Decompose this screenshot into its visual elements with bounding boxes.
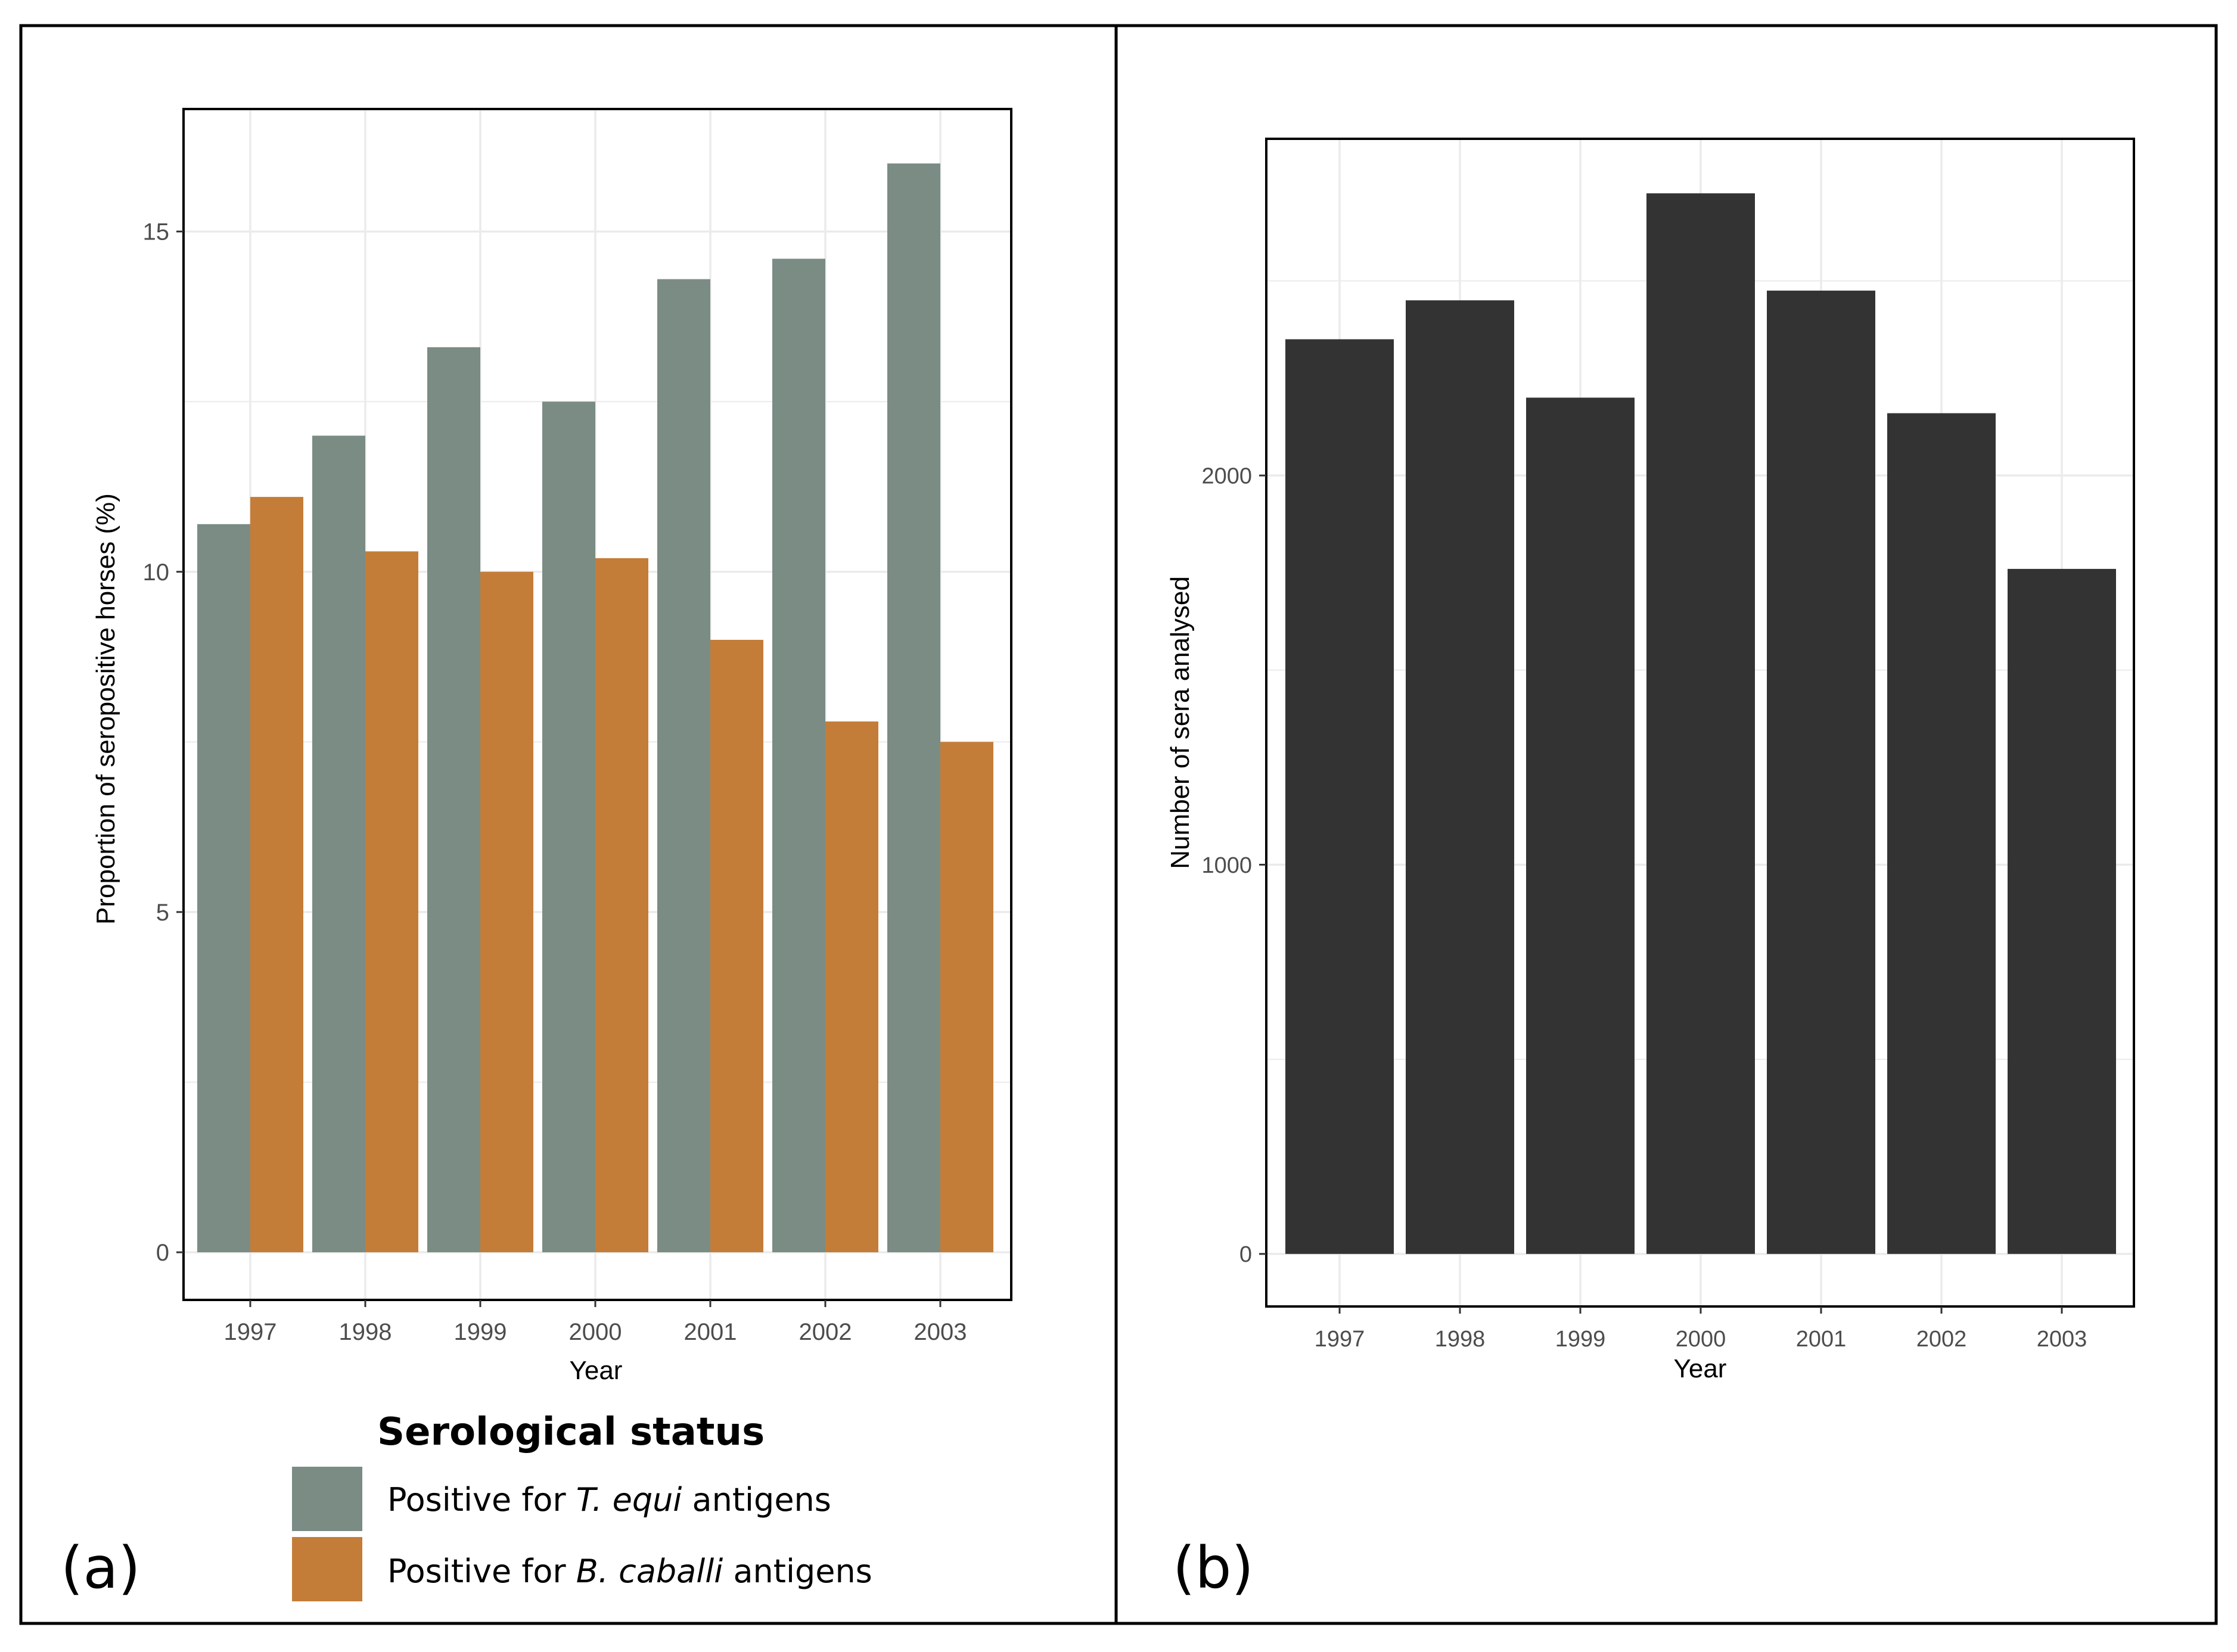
panel-b: 1997 1998 1999 2000 2001 2002 2003 0 1000 2000 Y… xyxy=(1166,138,2135,1601)
panel-b-bar-sera-2000 xyxy=(1646,193,1755,1254)
panel-a-y-tick-label: 10 xyxy=(143,559,170,586)
panel-a-x-tick-label: 2002 xyxy=(799,1319,852,1345)
panel-a-y-axis-title: Proportion of seropositive horses (%) xyxy=(91,493,120,925)
panel-a-y-tick-label: 0 xyxy=(156,1240,169,1266)
panel-a-x-tick-label: 2000 xyxy=(569,1319,622,1345)
panel-b-x-tick-label: 2002 xyxy=(1916,1327,1967,1352)
panel-a-bar-t-equi-1999 xyxy=(427,347,480,1253)
panel-b-y-tick-label: 2000 xyxy=(1201,463,1252,489)
panel-b-bar-sera-2003 xyxy=(2008,568,2116,1254)
legend-title: Serological status xyxy=(377,1410,765,1454)
panel-a-y-tick-label: 15 xyxy=(143,219,170,245)
panel-a-bar-b-caballi-2000 xyxy=(595,558,648,1253)
panel-b-x-tick-labels: 1997 1998 1999 2000 2001 2002 2003 xyxy=(1315,1327,2087,1352)
panel-b-bar-sera-2001 xyxy=(1767,290,1875,1254)
panel-a-ticks xyxy=(176,231,942,1307)
panel-b-bars xyxy=(1285,193,2116,1254)
legend-key-b-caballi xyxy=(292,1537,362,1601)
panel-a-y-tick-labels: 0 5 10 15 xyxy=(143,219,170,1266)
panel-a-bar-t-equi-1998 xyxy=(312,435,365,1253)
panel-b-x-tick-label: 2000 xyxy=(1676,1327,1726,1352)
panel-b-x-tick-label: 2001 xyxy=(1796,1327,1847,1352)
panel-b-x-axis-title: Year xyxy=(1674,1354,1727,1383)
panel-a-x-tick-label: 1998 xyxy=(339,1319,392,1345)
panel-b-ticks xyxy=(1259,474,2063,1314)
panel-a-x-tick-labels: 1997 1998 1999 2000 2001 2002 2003 xyxy=(224,1319,967,1345)
legend-label-t-equi: Positive for T. equi antigens xyxy=(387,1481,831,1519)
panel-a: 1997 1998 1999 2000 2001 2002 2003 0 5 10 15 Year… xyxy=(61,108,1012,1601)
panel-b-x-tick-label: 1997 xyxy=(1315,1327,1365,1352)
panel-b-x-tick-label: 1998 xyxy=(1435,1327,1486,1352)
panel-a-x-tick-label: 1999 xyxy=(454,1319,507,1345)
panel-a-bar-b-caballi-2003 xyxy=(940,742,993,1253)
panel-a-bar-t-equi-2000 xyxy=(542,402,595,1253)
panel-a-x-tick-label: 2003 xyxy=(914,1319,967,1345)
panel-a-bar-b-caballi-1997 xyxy=(250,497,303,1253)
legend-key-t-equi xyxy=(292,1467,362,1531)
panel-b-y-tick-label: 1000 xyxy=(1201,853,1252,878)
panel-a-legend: Serological status Positive for T. equi … xyxy=(292,1410,872,1601)
panel-b-x-tick-label: 2003 xyxy=(2037,1327,2087,1352)
panel-a-bar-b-caballi-1998 xyxy=(365,551,418,1253)
panel-a-bar-b-caballi-1999 xyxy=(480,571,533,1253)
panel-a-bar-t-equi-2001 xyxy=(657,279,710,1253)
panel-a-label: (a) xyxy=(61,1535,141,1601)
panel-b-bar-sera-1997 xyxy=(1285,339,1394,1254)
panel-a-bars xyxy=(197,163,993,1253)
panel-b-y-axis-title: Number of sera analysed xyxy=(1166,576,1195,869)
panel-b-x-tick-label: 1999 xyxy=(1555,1327,1606,1352)
panel-a-bar-t-equi-2003 xyxy=(887,163,940,1253)
legend-label-b-caballi: Positive for B. caballi antigens xyxy=(387,1553,872,1590)
panel-b-y-tick-labels: 0 1000 2000 xyxy=(1201,463,1252,1267)
panel-b-y-tick-label: 0 xyxy=(1239,1242,1252,1267)
panel-a-x-tick-label: 1997 xyxy=(224,1319,277,1345)
panel-a-bar-t-equi-2002 xyxy=(772,259,825,1253)
panel-a-x-axis-title: Year xyxy=(570,1356,623,1385)
panel-b-bar-sera-2002 xyxy=(1887,413,1996,1254)
panel-b-bar-sera-1998 xyxy=(1406,300,1514,1254)
panel-a-bar-b-caballi-2001 xyxy=(710,639,763,1253)
panel-b-label: (b) xyxy=(1173,1535,1254,1601)
panel-a-x-tick-label: 2001 xyxy=(684,1319,737,1345)
figure-frame xyxy=(19,24,2218,1625)
panel-a-y-tick-label: 5 xyxy=(156,900,169,926)
panel-a-plot-border xyxy=(182,108,1012,1301)
panel-a-bar-t-equi-1997 xyxy=(197,524,250,1253)
panel-b-bar-sera-1999 xyxy=(1526,397,1635,1254)
panel-a-bar-b-caballi-2002 xyxy=(825,721,878,1253)
